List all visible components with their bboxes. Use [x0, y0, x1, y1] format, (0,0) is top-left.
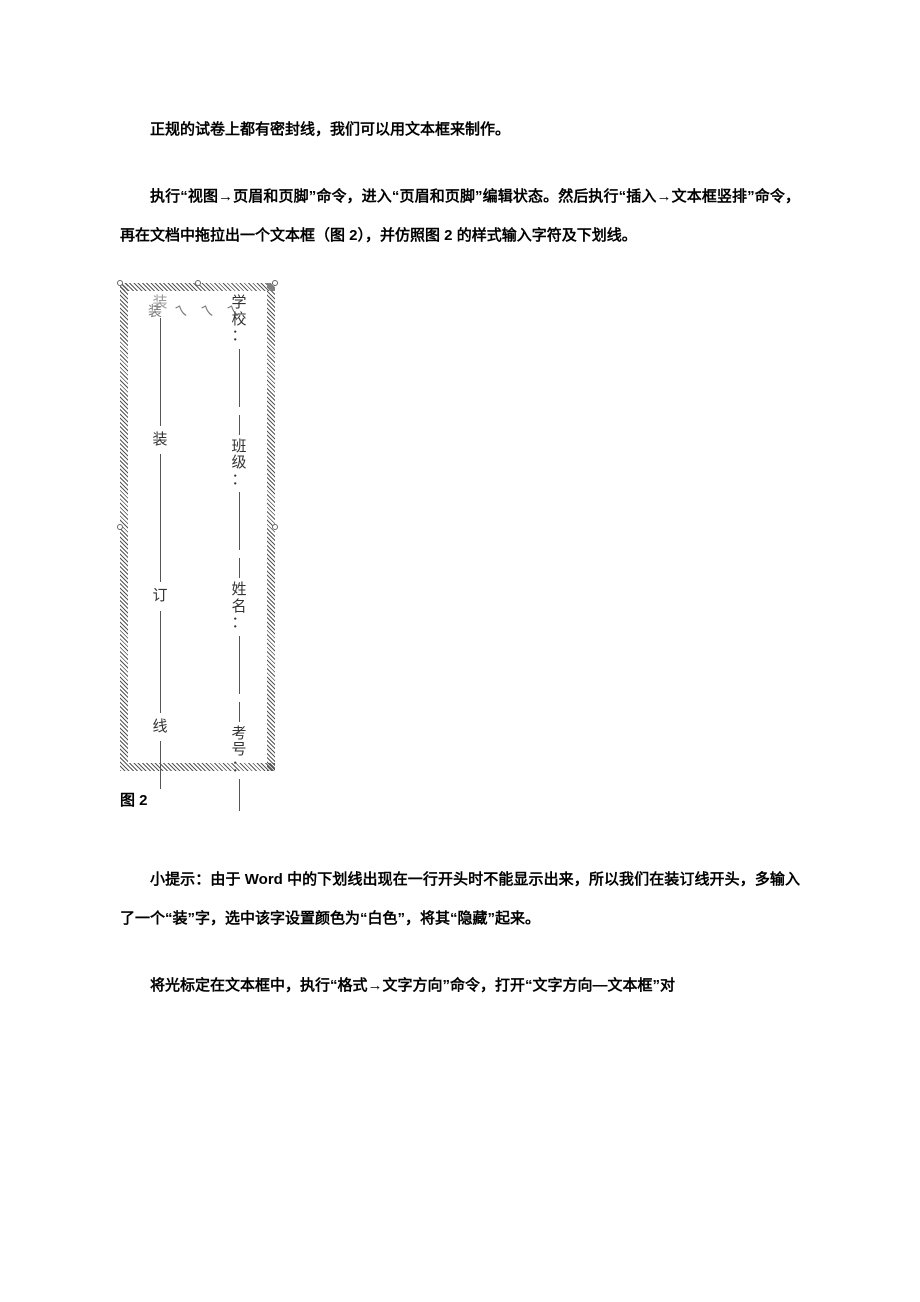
underline-segment — [239, 415, 240, 435]
underline-segment — [239, 779, 240, 811]
figure-caption: 图 2 — [120, 781, 800, 820]
field-class: 级 — [231, 455, 246, 472]
vertical-line — [160, 741, 161, 789]
underline-segment — [239, 702, 240, 722]
resize-handle-icon — [117, 280, 123, 286]
underline-segment — [239, 492, 240, 550]
field-examno: 号 — [231, 742, 246, 759]
resize-handle-icon — [117, 524, 123, 530]
binding-line-column: 装 装 订 线 — [148, 295, 172, 759]
resize-handle-icon — [272, 524, 278, 530]
field-class: 班 — [231, 439, 246, 456]
field-colon: ： — [231, 328, 246, 345]
underline-segment — [239, 636, 240, 694]
field-colon: ： — [231, 759, 246, 776]
vertical-line — [160, 454, 161, 582]
vertical-line — [160, 611, 161, 713]
info-fields-column: 学 校 ： 班 级 ： 姓 名 ： 考 号 ： — [227, 295, 251, 759]
paragraph-1: 正规的试卷上都有密封线，我们可以用文本框来制作。 — [120, 110, 800, 149]
paragraph-2: 执行“视图→页眉和页脚”命令，进入“页眉和页脚”编辑状态。然后执行“插入→文本框… — [120, 177, 800, 255]
top-char: ㄟ — [200, 295, 216, 331]
char-ding: 订 — [152, 588, 167, 605]
textbox-frame: 装 ㄟ ㄟ ㄟ 装 装 订 线 学 校 ： — [120, 283, 275, 771]
underline-segment — [239, 349, 240, 407]
hidden-zhuang-char: 装 — [152, 295, 167, 312]
field-examno: 考 — [231, 726, 246, 743]
paragraph-4: 将光标定在文本框中，执行“格式→文字方向”命令，打开“文字方向—文本框”对 — [120, 966, 800, 1005]
resize-handle-icon — [272, 280, 278, 286]
underline-segment — [239, 558, 240, 578]
resize-handle-icon — [195, 280, 201, 286]
hatch-border-bottom — [120, 763, 275, 771]
top-char: ㄟ — [174, 295, 190, 331]
field-school: 学 — [231, 295, 246, 312]
field-name: 姓 — [231, 582, 246, 599]
char-xian: 线 — [152, 719, 167, 736]
paragraph-3: 小提示：由于 Word 中的下划线出现在一行开头时不能显示出来，所以我们在装订线… — [120, 860, 800, 938]
field-school: 校 — [231, 312, 246, 329]
figure-2: 装 ㄟ ㄟ ㄟ 装 装 订 线 学 校 ： — [120, 283, 800, 820]
field-colon: ： — [231, 472, 246, 489]
field-name: 名 — [231, 599, 246, 616]
vertical-line — [160, 318, 161, 426]
field-colon: ： — [231, 615, 246, 632]
char-zhuang: 装 — [152, 432, 167, 449]
textbox-inner: 装 ㄟ ㄟ ㄟ 装 装 订 线 学 校 ： — [128, 291, 267, 763]
